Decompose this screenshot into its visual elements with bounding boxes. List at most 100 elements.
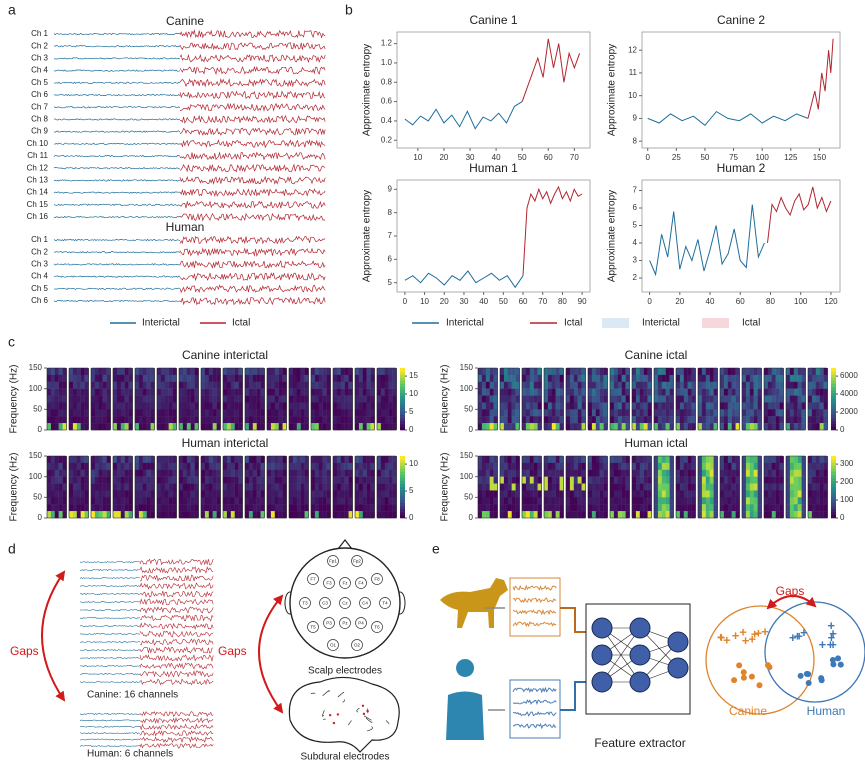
heatmap-frame bbox=[90, 455, 111, 519]
heatmap-cell bbox=[588, 469, 593, 477]
heatmap-cell bbox=[300, 511, 305, 519]
heatmap-cell bbox=[204, 368, 209, 376]
heatmap-cell bbox=[749, 456, 754, 464]
heatmap-cell bbox=[106, 368, 111, 376]
heatmap-cell bbox=[786, 416, 791, 424]
y-tick-label: 11 bbox=[629, 68, 638, 77]
heatmap-cell bbox=[54, 402, 59, 410]
x-tick-label: 60 bbox=[736, 297, 745, 306]
heatmap-cell bbox=[559, 388, 564, 396]
heatmap-cell bbox=[186, 416, 191, 424]
heatmap-cell bbox=[643, 511, 648, 519]
heatmap-cell bbox=[797, 469, 802, 477]
heatmap-frame bbox=[653, 367, 674, 431]
feature-dot bbox=[740, 669, 747, 676]
heatmap-cell bbox=[647, 388, 652, 396]
x-tick-label: 30 bbox=[466, 153, 475, 162]
heatmap-cell bbox=[507, 416, 512, 424]
heatmap-cell bbox=[669, 409, 674, 417]
x-tick-label: 40 bbox=[706, 297, 715, 306]
heatmap-cell bbox=[91, 462, 96, 470]
electrode bbox=[327, 639, 339, 651]
heatmap-cell bbox=[797, 456, 802, 464]
heatmap-cell bbox=[384, 462, 389, 470]
brain-fold bbox=[367, 726, 373, 732]
heatmap-cell bbox=[172, 402, 177, 410]
heatmap-cell bbox=[47, 368, 52, 376]
heatmap-cell bbox=[621, 511, 626, 519]
heatmap-cell bbox=[533, 504, 538, 512]
heatmap-cell bbox=[326, 409, 331, 417]
heatmap-cell bbox=[625, 368, 630, 376]
heatmap-cell bbox=[179, 395, 184, 403]
heatmap-cell bbox=[150, 368, 155, 376]
heatmap-cell bbox=[248, 368, 253, 376]
heatmap-cell bbox=[709, 409, 714, 417]
heatmap-cell bbox=[318, 483, 323, 491]
heatmap-cell bbox=[819, 395, 824, 403]
subdural-electrode bbox=[366, 709, 369, 713]
x-tick-label: 50 bbox=[518, 153, 527, 162]
electrode-label: Cz bbox=[342, 601, 348, 606]
heatmap-cell bbox=[252, 388, 257, 396]
heatmap-cell bbox=[135, 490, 140, 498]
feature-cross: + bbox=[827, 618, 835, 633]
heatmap-cell bbox=[201, 504, 206, 512]
heatmap-cell bbox=[204, 511, 209, 519]
heatmap-cell bbox=[537, 402, 542, 410]
heatmap-cell bbox=[485, 374, 490, 382]
heatmap-cell bbox=[326, 462, 331, 470]
heatmap-cell bbox=[260, 483, 265, 491]
heatmap-cell bbox=[260, 388, 265, 396]
heatmap-cell bbox=[705, 483, 710, 491]
heatmap-cell bbox=[102, 402, 107, 410]
feature-dot bbox=[736, 662, 743, 669]
heatmap-cell bbox=[731, 504, 736, 512]
heatmap-cell bbox=[779, 388, 784, 396]
heatmap-cell bbox=[665, 476, 670, 484]
heatmap-cell bbox=[230, 469, 235, 477]
heatmap-cell bbox=[511, 381, 516, 389]
heatmap-cell bbox=[775, 462, 780, 470]
heatmap-cell bbox=[238, 490, 243, 498]
heatmap-cell bbox=[94, 388, 99, 396]
heatmap-cell bbox=[577, 483, 582, 491]
heatmap-cell bbox=[370, 483, 375, 491]
heatmap-cell bbox=[753, 456, 758, 464]
heatmap-cell bbox=[705, 511, 710, 519]
heatmap-cell bbox=[823, 490, 828, 498]
heatmap-cell bbox=[599, 469, 604, 477]
heatmap-cell bbox=[344, 416, 349, 424]
y-tick-label: 150 bbox=[460, 363, 474, 372]
heatmap-cell bbox=[767, 490, 772, 498]
colorbar-cell bbox=[831, 389, 836, 394]
heatmap-cell bbox=[573, 462, 578, 470]
heatmap-cell bbox=[515, 490, 520, 498]
heatmap-cell bbox=[267, 409, 272, 417]
heatmap-frame bbox=[68, 367, 89, 431]
heatmap-cell bbox=[621, 504, 626, 512]
heatmap-cell bbox=[84, 374, 89, 382]
heatmap-cell bbox=[742, 381, 747, 389]
heatmap-cell bbox=[238, 416, 243, 424]
heatmap-cell bbox=[735, 476, 740, 484]
heatmap-cell bbox=[380, 456, 385, 464]
heatmap-cell bbox=[102, 416, 107, 424]
heatmap-cell bbox=[555, 456, 560, 464]
heatmap-cell bbox=[657, 476, 662, 484]
x-tick-label: 25 bbox=[672, 153, 681, 162]
heatmap-cell bbox=[823, 469, 828, 477]
heatmap-cell bbox=[639, 462, 644, 470]
heatmap-cell bbox=[727, 462, 732, 470]
heatmap-cell bbox=[179, 456, 184, 464]
colorbar-cell bbox=[831, 411, 836, 415]
heatmap-cell bbox=[621, 395, 626, 403]
heatmap-cell bbox=[204, 402, 209, 410]
signal-trace bbox=[53, 130, 181, 133]
heatmap-cell bbox=[687, 368, 692, 376]
heatmap-cell bbox=[797, 476, 802, 484]
heatmap-cell bbox=[742, 456, 747, 464]
heatmap-cell bbox=[226, 409, 231, 417]
heatmap-cell bbox=[113, 395, 118, 403]
heatmap-cell bbox=[150, 504, 155, 512]
